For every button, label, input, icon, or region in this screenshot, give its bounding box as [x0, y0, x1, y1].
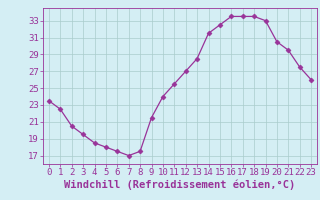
X-axis label: Windchill (Refroidissement éolien,°C): Windchill (Refroidissement éolien,°C)	[64, 180, 296, 190]
